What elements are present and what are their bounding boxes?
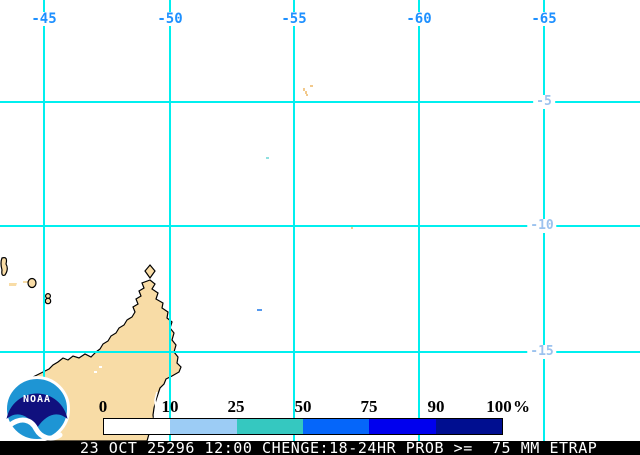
- cap-d-ambre-islet: [144, 264, 156, 280]
- latitude-label: -10: [527, 219, 557, 233]
- longitude-label: -65: [529, 11, 559, 27]
- status-bar: 23 OCT 25296 12:00 CHENGE:18-24HR PROB >…: [0, 441, 640, 455]
- colorbar-segment-10-25: [170, 419, 237, 434]
- probability-colorbar: [103, 418, 503, 435]
- grid-line-horizontal-15: [0, 351, 640, 353]
- colorbar-tick-label: 25: [227, 397, 245, 416]
- island-northwest-1: [0, 257, 8, 277]
- colorbar-tick-label: 0: [98, 397, 108, 416]
- ocean-speck: [310, 85, 313, 87]
- colorbar-segment-75-90: [369, 419, 436, 434]
- colorbar-segment-50-75: [302, 419, 370, 434]
- colorbar-tick-label: 50: [294, 397, 312, 416]
- islet-b-upper: [44, 293, 51, 300]
- colorbar-unit-label: %: [513, 397, 530, 416]
- grid-line-vertical-55: [293, 0, 295, 441]
- latitude-label: -15: [527, 345, 557, 359]
- island-northwest-3: [27, 277, 37, 289]
- ocean-speck: [306, 94, 308, 96]
- colorbar-tick-label: 10: [161, 397, 179, 416]
- grid-line-vertical-50: [169, 0, 171, 441]
- longitude-label: -60: [404, 11, 434, 27]
- inland-speckle: [124, 308, 127, 310]
- ocean-speck: [305, 91, 307, 94]
- noaa-logo-text: NOAA: [23, 394, 51, 405]
- map-canvas: -45 -50 -55 -60 -65 -5 -10 -15 0 10 25 5…: [0, 0, 640, 442]
- inland-speckle: [99, 366, 102, 368]
- grid-line-vertical-60: [418, 0, 420, 441]
- colorbar-tick-label: 90: [427, 397, 445, 416]
- noaa-logo: NOAA: [4, 376, 70, 442]
- ocean-speck: [257, 309, 262, 311]
- colorbar-segment-0-10: [104, 419, 171, 434]
- longitude-label: -55: [279, 11, 309, 27]
- colorbar-segment-25-50: [236, 419, 303, 434]
- longitude-label: -50: [155, 11, 185, 27]
- ocean-speck: [351, 227, 353, 229]
- colorbar-tick-label: 100: [486, 397, 512, 416]
- ocean-speck: [303, 88, 305, 91]
- grid-line-horizontal-5: [0, 101, 640, 103]
- colorbar-segment-90-100: [435, 419, 502, 434]
- grid-line-vertical-45: [43, 0, 45, 441]
- grid-line-horizontal-10: [0, 225, 640, 227]
- ocean-speck: [266, 157, 269, 159]
- island-northwest-2: [9, 283, 17, 286]
- noaa-logo-bird-shape: [6, 393, 68, 428]
- colorbar-tick-label: 75: [360, 397, 378, 416]
- island-northwest-3-tail: [23, 281, 28, 283]
- inland-speckle: [94, 371, 97, 373]
- latitude-label: -5: [533, 95, 555, 109]
- status-bar-text: 23 OCT 25296 12:00 CHENGE:18-24HR PROB >…: [80, 441, 598, 455]
- longitude-label: -45: [29, 11, 59, 27]
- noaa-logo-gull-swoosh: [7, 417, 63, 441]
- islet-b-lower: [44, 297, 52, 305]
